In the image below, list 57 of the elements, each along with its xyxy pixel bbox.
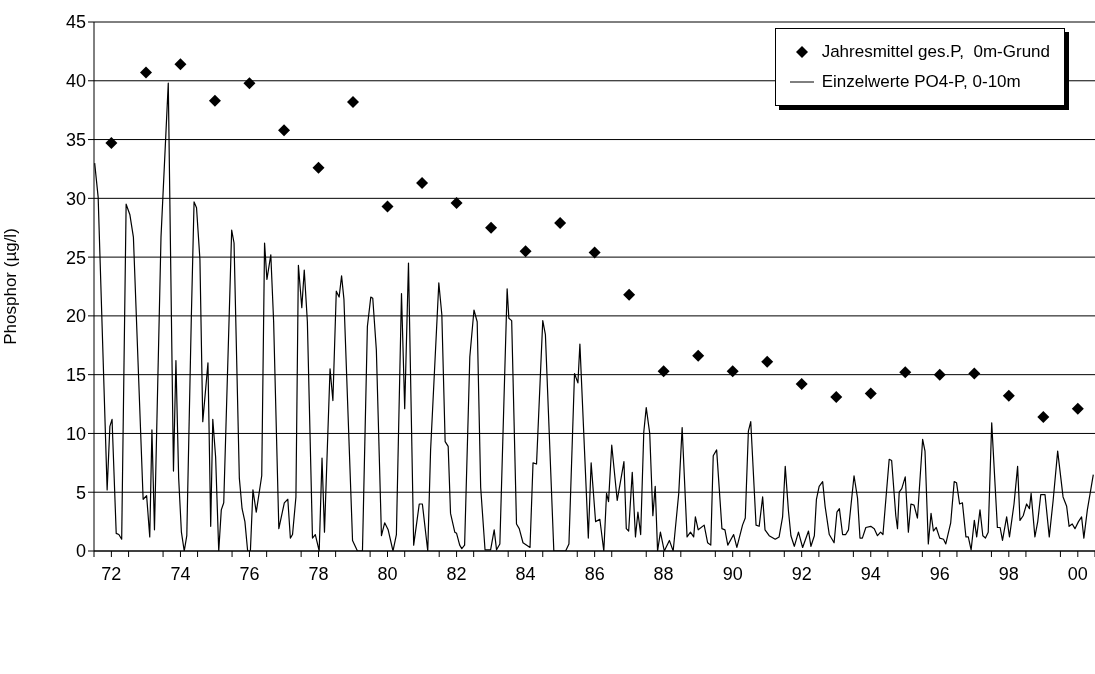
x-tick-label: 80	[377, 563, 398, 584]
point	[243, 77, 256, 90]
y-tick-label: 35	[65, 129, 86, 150]
point	[657, 365, 670, 378]
point	[623, 288, 636, 301]
x-tick-label: 82	[446, 563, 467, 584]
y-axis-title: Phosphor (µg/l)	[1, 228, 21, 345]
point	[864, 387, 877, 400]
x-tick-label: 00	[1067, 563, 1088, 584]
point	[416, 177, 429, 190]
point	[968, 367, 981, 380]
point	[105, 137, 118, 150]
y-tick-label: 45	[65, 12, 86, 33]
x-tick-label: 98	[998, 563, 1019, 584]
point	[692, 349, 705, 362]
x-tick-label: 76	[239, 563, 260, 584]
point	[139, 66, 152, 79]
point	[554, 217, 567, 230]
y-tick-label: 25	[65, 247, 86, 268]
x-tick-label: 74	[170, 563, 191, 584]
point	[485, 221, 498, 234]
point	[174, 58, 187, 71]
y-tick-label: 5	[75, 482, 86, 503]
x-tick-label: 96	[929, 563, 950, 584]
point	[208, 94, 221, 107]
x-tick-label: 86	[584, 563, 605, 584]
point	[1002, 389, 1015, 402]
point	[933, 368, 946, 381]
point	[899, 366, 912, 379]
legend-label: Jahresmittel ges.P, 0m-Grund	[821, 42, 1050, 62]
legend-label: Einzelwerte PO4-P, 0-10m	[821, 72, 1021, 92]
x-tick-label: 84	[515, 563, 536, 584]
y-tick-label: 10	[65, 423, 86, 444]
point	[726, 365, 739, 378]
point	[278, 124, 291, 137]
x-tick-label: 90	[722, 563, 743, 584]
point	[519, 245, 532, 258]
point	[588, 246, 601, 259]
y-tick-label: 0	[75, 541, 86, 562]
x-tick-label: 78	[308, 563, 329, 584]
y-tick-label: 20	[65, 306, 86, 327]
point	[795, 378, 808, 391]
point	[312, 161, 325, 174]
x-tick-label: 88	[653, 563, 674, 584]
point	[347, 95, 360, 108]
x-tick-label: 94	[860, 563, 881, 584]
point	[1071, 402, 1084, 415]
y-tick-label: 15	[65, 365, 86, 386]
x-tick-label: 92	[791, 563, 812, 584]
x-tick-label: 72	[101, 563, 122, 584]
y-tick-label: 40	[65, 71, 86, 92]
point	[830, 391, 843, 403]
point	[761, 355, 774, 368]
y-tick-label: 30	[65, 188, 86, 209]
point	[1037, 410, 1050, 423]
point	[450, 197, 463, 210]
point	[381, 200, 394, 213]
